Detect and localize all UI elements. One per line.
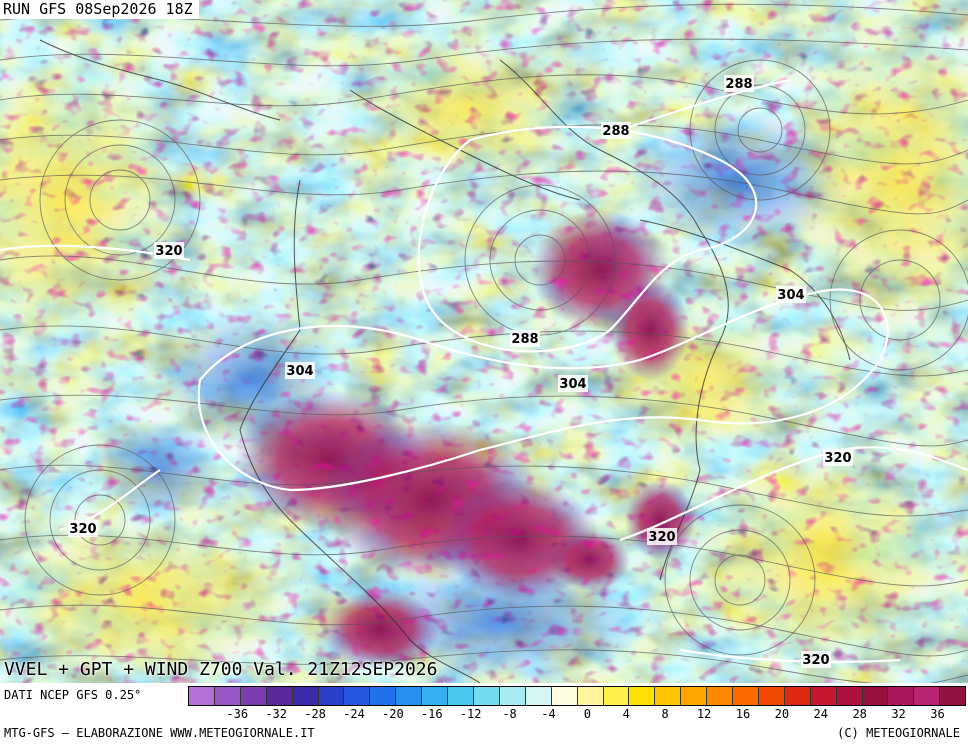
contour-label: 320 bbox=[648, 530, 675, 545]
color-scale-tick: 4 bbox=[622, 707, 630, 721]
color-swatch bbox=[577, 687, 604, 705]
color-scale-ticks: -36 -32 -28 -24 -20 -16 -12 -8 -4 0 4 8 12 16 20 24 28 32… bbox=[188, 707, 966, 725]
color-swatch bbox=[758, 687, 785, 705]
color-swatch bbox=[318, 687, 345, 705]
contour-label: 288 bbox=[511, 332, 538, 347]
color-swatch bbox=[189, 687, 215, 705]
color-scale-tick: 12 bbox=[696, 707, 712, 721]
contour-label: 320 bbox=[802, 653, 829, 668]
run-label: RUN GFS 08Sep2026 18Z bbox=[0, 0, 199, 19]
color-scale-tick: -12 bbox=[459, 707, 482, 721]
color-swatch bbox=[681, 687, 708, 705]
color-swatch bbox=[940, 687, 966, 705]
contour-label: 304 bbox=[777, 288, 804, 303]
contour-label: 320 bbox=[824, 451, 851, 466]
color-scale-tick: -20 bbox=[382, 707, 404, 721]
color-scale-tick: 20 bbox=[774, 707, 790, 721]
wind-streamlines bbox=[0, 3, 968, 683]
color-swatch bbox=[862, 687, 889, 705]
color-scale-tick: 24 bbox=[813, 707, 828, 721]
contour-label: 288 bbox=[725, 77, 752, 92]
color-swatch bbox=[551, 687, 578, 705]
contour-label: 304 bbox=[286, 364, 313, 379]
color-swatch bbox=[499, 687, 526, 705]
color-scale-tick: -24 bbox=[343, 707, 365, 721]
color-swatch bbox=[603, 687, 630, 705]
color-swatch bbox=[448, 687, 474, 705]
color-swatch bbox=[214, 687, 241, 705]
contour-label: 304 bbox=[559, 377, 586, 392]
color-scale-tick: 8 bbox=[661, 707, 669, 721]
color-scale-tick: 28 bbox=[852, 707, 867, 721]
color-swatch bbox=[836, 687, 863, 705]
color-swatch bbox=[810, 687, 837, 705]
color-swatch bbox=[914, 687, 941, 705]
color-scale-tick: -32 bbox=[265, 707, 288, 721]
contour-320 bbox=[679, 648, 901, 664]
color-swatch bbox=[784, 687, 811, 705]
color-swatch bbox=[629, 687, 656, 705]
credit-left: MTG-GFS – ELABORAZIONE WWW.METEOGIORNALE… bbox=[4, 726, 315, 740]
color-swatch bbox=[707, 687, 734, 705]
color-scale-tick: -36 bbox=[226, 707, 249, 721]
color-scale-tick: 32 bbox=[891, 707, 906, 721]
color-swatch bbox=[733, 687, 759, 705]
color-scale-tick: -4 bbox=[541, 707, 556, 721]
color-swatch bbox=[266, 687, 293, 705]
color-swatch bbox=[292, 687, 319, 705]
data-source-label: DATI NCEP GFS 0.25° bbox=[4, 688, 142, 702]
color-scale-tick: 16 bbox=[735, 707, 751, 721]
color-swatch bbox=[473, 687, 500, 705]
contour-label: 288 bbox=[602, 124, 629, 139]
contour-label: 320 bbox=[69, 522, 96, 537]
color-swatch bbox=[344, 687, 371, 705]
color-swatch bbox=[396, 687, 423, 705]
map-title: VVEL + GPT + WIND Z700 Val. 21Z12SEP2026 bbox=[4, 659, 438, 680]
color-swatch bbox=[525, 687, 552, 705]
color-swatch bbox=[370, 687, 397, 705]
contour-288 bbox=[619, 78, 791, 132]
color-scale-tick: -28 bbox=[304, 707, 326, 721]
color-scale-tick: 36 bbox=[930, 707, 945, 721]
color-scale-tick: 0 bbox=[583, 707, 591, 721]
color-scale-tick: -8 bbox=[502, 707, 517, 721]
color-swatch bbox=[422, 687, 449, 705]
contour-label: 320 bbox=[155, 244, 182, 259]
credit-right: (C) METEOGIORNALE bbox=[837, 726, 960, 740]
color-scale-tick: -16 bbox=[420, 707, 443, 721]
contour-288 bbox=[417, 125, 758, 353]
weather-map: 288 288 320 304 304 288 304 320 320 320 … bbox=[0, 0, 968, 683]
contour-labels: 288 288 320 304 304 288 304 320 320 320 … bbox=[68, 75, 853, 668]
color-swatch bbox=[655, 687, 682, 705]
contour-304 bbox=[197, 288, 889, 492]
color-scale-bar bbox=[188, 686, 966, 706]
color-swatch bbox=[240, 687, 267, 705]
color-swatch bbox=[888, 687, 915, 705]
